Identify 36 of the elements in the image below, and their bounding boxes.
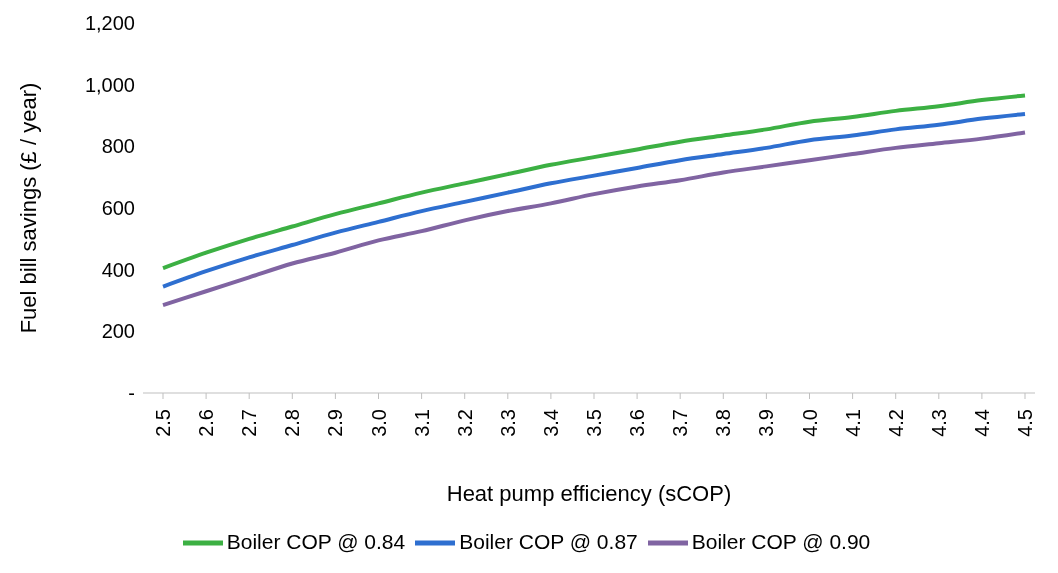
x-tick-label: 4.2	[884, 409, 907, 437]
x-tick-label: 3.2	[453, 409, 476, 437]
x-tick-label: 3.4	[539, 409, 562, 437]
x-tick-label: 3.9	[755, 409, 778, 437]
x-tick-label: 3.7	[669, 409, 692, 437]
y-tick-label: 600	[101, 197, 135, 220]
x-tick-label: 4.4	[970, 409, 993, 437]
legend-label: Boiler COP @ 0.84	[226, 529, 406, 553]
y-tick-label: 200	[101, 320, 135, 343]
y-tick-label: 800	[101, 135, 135, 158]
y-axis-title: Fuel bill savings (£ / year)	[15, 82, 41, 334]
x-tick-label: 4.1	[841, 409, 864, 437]
x-tick-label: 3.6	[626, 409, 649, 437]
x-tick-label: 3.0	[367, 409, 390, 437]
x-tick-label: 2.5	[152, 409, 174, 437]
y-tick-label: 1,200	[84, 12, 135, 35]
x-tick-label: 3.1	[410, 409, 433, 437]
y-tick-label: 400	[101, 258, 135, 281]
line-series	[161, 93, 1027, 271]
legend-label: Boiler COP @ 0.90	[691, 529, 871, 553]
x-tick-label: 2.8	[281, 409, 304, 437]
y-tick-label: -	[128, 382, 135, 405]
x-tick-label: 2.6	[195, 409, 218, 437]
x-tick-label: 4.3	[927, 409, 950, 437]
x-tick-label: 2.9	[324, 409, 347, 437]
x-tick-label: 3.5	[583, 409, 605, 437]
line-series	[161, 111, 1027, 289]
x-tick-label: 4.5	[1014, 409, 1036, 437]
x-tick-label: 3.8	[712, 409, 735, 437]
x-tick-label: 2.7	[238, 409, 261, 437]
x-axis-title: Heat pump efficiency (sCOP)	[446, 481, 732, 506]
line-series	[161, 130, 1027, 308]
legend-label: Boiler COP @ 0.87	[459, 529, 638, 553]
x-tick-label: 4.0	[798, 409, 821, 437]
y-tick-label: 1,000	[84, 73, 135, 96]
x-tick-label: 3.3	[496, 409, 519, 437]
